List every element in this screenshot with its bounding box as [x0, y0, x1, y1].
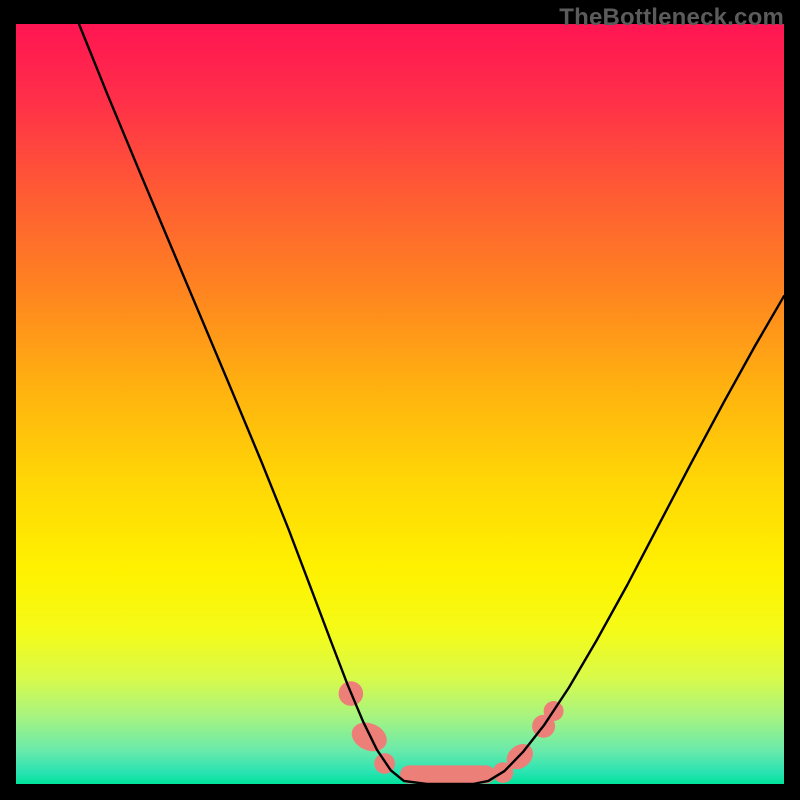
bottleneck-curve-chart — [0, 0, 800, 800]
watermark-text: TheBottleneck.com — [559, 4, 784, 31]
chart-container: TheBottleneck.com — [0, 0, 800, 800]
plot-area — [16, 24, 784, 784]
curve-marker — [400, 765, 495, 783]
watermark-label: TheBottleneck.com — [559, 4, 784, 32]
